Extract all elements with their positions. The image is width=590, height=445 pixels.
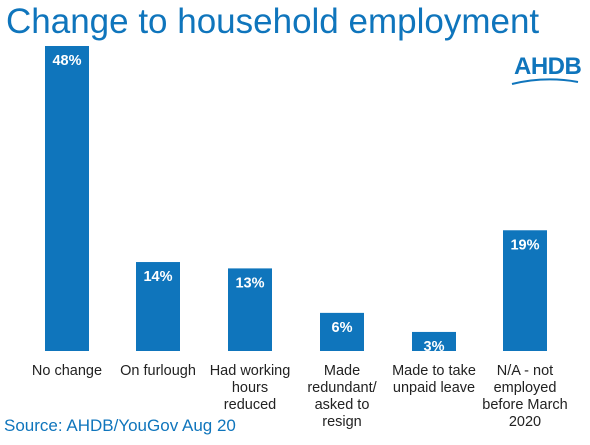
category-label-5: N/A - not employed before March 2020 [482,363,568,430]
bar-4 [412,331,456,351]
ahdb-logo: AHDB [514,53,582,80]
bar-value-label-5: 19% [510,237,539,253]
bar-5 [503,230,547,351]
bar-2 [228,268,272,351]
category-label-1: On furlough [120,363,196,379]
source-note: Source: AHDB/YouGov Aug 20 [4,416,236,435]
category-label-0: No change [31,363,103,379]
category-label-2: Had working hours reduced [209,363,291,413]
bar-0 [45,46,89,351]
bar-value-label-2: 13% [235,275,264,291]
category-label-4: Made to take unpaid leave [392,363,476,396]
bar-value-label-3: 6% [332,320,353,336]
chart-title: Change to household employment [6,2,540,41]
bar-value-label-4: 3% [424,339,445,355]
category-label-3: Made redundant/asked to resign [307,363,377,430]
bar-value-label-0: 48% [52,53,81,69]
bar-value-label-1: 14% [143,269,172,285]
bar-3 [320,312,364,351]
logo-swoosh-icon [511,78,579,85]
bar-1 [136,262,180,351]
